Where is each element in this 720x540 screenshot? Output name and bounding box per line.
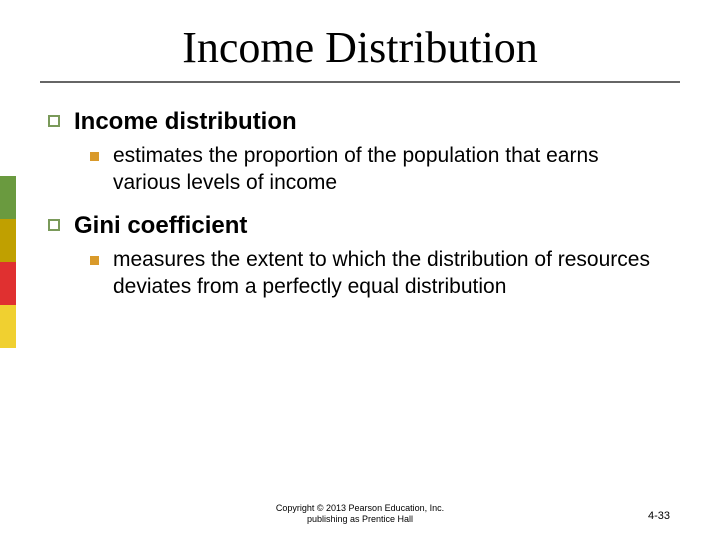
copyright-line1: Copyright © 2013 Pearson Education, Inc. [276,503,444,513]
bullet-level2-text: measures the extent to which the distrib… [113,247,670,301]
bullet-level2: measures the extent to which the distrib… [90,247,670,301]
bullet-level1: Gini coefficient [48,211,670,241]
bullet-level1-text: Gini coefficient [74,211,247,241]
bullet-level2-text: estimates the proportion of the populati… [113,143,670,197]
bullet-level1-text: Income distribution [74,107,297,137]
bullet-level1: Income distribution [48,107,670,137]
bullet-outline-icon [48,219,60,231]
color-segment-2 [0,219,16,262]
bullet-fill-icon [90,152,99,161]
color-segment-1 [0,176,16,219]
bullet-fill-icon [90,256,99,265]
copyright-line2: publishing as Prentice Hall [307,514,413,524]
copyright-text: Copyright © 2013 Pearson Education, Inc.… [276,503,444,526]
color-segment-3 [0,262,16,305]
footer: Copyright © 2013 Pearson Education, Inc.… [0,503,720,526]
slide-number: 4-33 [648,510,670,522]
bullet-level2: estimates the proportion of the populati… [90,143,670,197]
bullet-outline-icon [48,115,60,127]
decorative-color-bar [0,176,16,348]
slide-title: Income Distribution [0,0,720,81]
color-segment-4 [0,305,16,348]
content-area: Income distribution estimates the propor… [0,83,720,301]
